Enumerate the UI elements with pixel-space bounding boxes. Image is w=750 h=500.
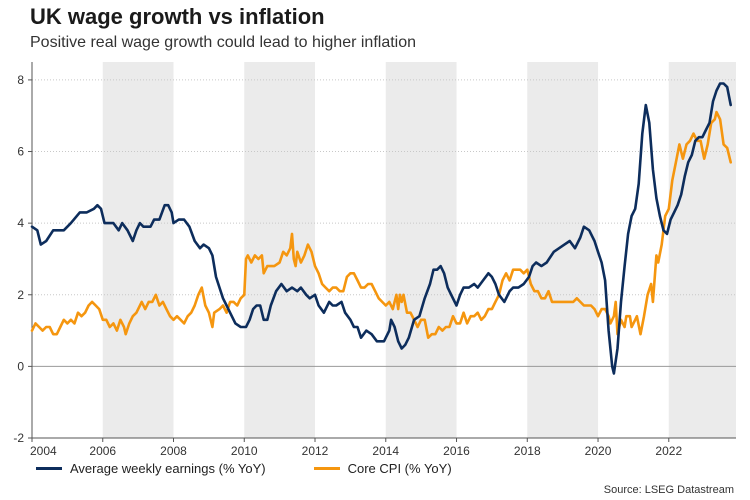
y-tick-label-1: 0 xyxy=(17,359,24,373)
x-tick-label-9: 2022 xyxy=(655,444,682,458)
x-tick-label-2: 2008 xyxy=(160,444,187,458)
x-tick-label-3: 2010 xyxy=(231,444,258,458)
legend: Average weekly earnings (% YoY) Core CPI… xyxy=(36,461,500,476)
y-tick-label-4: 6 xyxy=(17,145,24,159)
legend-label-cpi: Core CPI (% YoY) xyxy=(347,461,452,476)
x-tick-label-5: 2014 xyxy=(372,444,399,458)
axes xyxy=(31,62,736,439)
chart-title: UK wage growth vs inflation xyxy=(30,4,325,29)
shaded-period-1 xyxy=(244,62,316,438)
x-tick-label-0: 2004 xyxy=(30,444,57,458)
series-line-awe xyxy=(30,82,732,375)
y-tick-label-3: 4 xyxy=(17,216,24,230)
gridlines xyxy=(32,79,736,296)
y-tick-label-5: 8 xyxy=(17,73,24,87)
x-tick-label-7: 2018 xyxy=(514,444,541,458)
y-tick-label-2: 2 xyxy=(17,288,24,302)
shaded-period-3 xyxy=(527,62,599,438)
shaded-periods xyxy=(102,62,736,438)
legend-item-cpi: Core CPI (% YoY) xyxy=(313,461,452,476)
chart-subtitle: Positive real wage growth could lead to … xyxy=(30,34,417,51)
legend-swatch-cpi xyxy=(313,467,340,470)
y-tick-label-0: -2 xyxy=(13,431,24,445)
legend-swatch-awe xyxy=(36,467,62,470)
shaded-period-0 xyxy=(102,62,174,438)
shaded-period-2 xyxy=(385,62,457,438)
source-note: Source: LSEG Datastream xyxy=(603,484,734,496)
tick-labels: -2 0 2 4 6 8 2004 2006 2008 2010 2012 2014 2016 2018 2… xyxy=(13,73,682,458)
x-tick-label-1: 2006 xyxy=(89,444,116,458)
x-tick-label-6: 2016 xyxy=(443,444,470,458)
series-lines xyxy=(30,82,732,375)
legend-label-awe: Average weekly earnings (% YoY) xyxy=(70,461,266,476)
x-tick-label-4: 2012 xyxy=(302,444,329,458)
legend-item-awe: Average weekly earnings (% YoY) xyxy=(36,461,266,476)
x-tick-label-8: 2020 xyxy=(585,444,612,458)
shaded-period-4 xyxy=(668,62,736,438)
